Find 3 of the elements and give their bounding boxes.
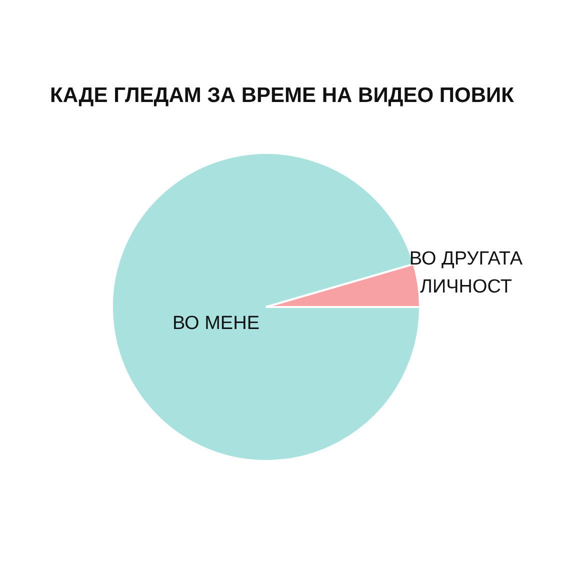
- chart-title: КАДЕ ГЛЕДАМ ЗА ВРЕМЕ НА ВИДЕО ПОВИК: [50, 84, 514, 107]
- slice-label: ВО МЕНЕ: [172, 313, 260, 334]
- slice-label: ВО ДРУГАТА ЛИЧНОСТ: [409, 248, 523, 298]
